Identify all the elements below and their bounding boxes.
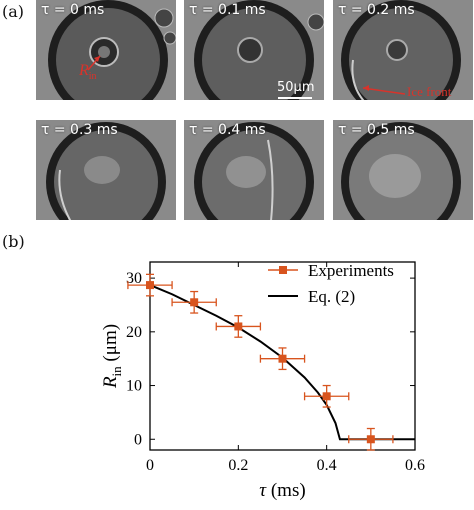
panel-label-b: (b) xyxy=(2,232,25,251)
panel-label-a: (a) xyxy=(2,2,25,21)
frame-image-2: τ = 0.1 ms 50μm xyxy=(184,0,324,100)
y-axis-label: Rin (μm) xyxy=(100,324,124,389)
frame-time-label: τ = 0.3 ms xyxy=(41,122,118,138)
y-tick-label: 10 xyxy=(126,378,142,395)
y-tick-label: 20 xyxy=(126,324,142,341)
frame-3-drawing xyxy=(333,0,473,100)
y-tick-label: 0 xyxy=(134,431,142,448)
ice-front-label: Ice front xyxy=(407,84,452,99)
frame-image-4: τ = 0.3 ms xyxy=(36,120,176,220)
data-point xyxy=(366,435,375,444)
data-point xyxy=(146,281,154,290)
frame-time-label: τ = 0.2 ms xyxy=(338,2,415,18)
frame-time-label: τ = 0.5 ms xyxy=(338,122,415,138)
x-tick-label: 0.2 xyxy=(228,457,248,474)
chart: 0 0.2 0.4 0.6 0 10 20 30 τ (ms) Rin (μm) Experimen… xyxy=(100,261,425,501)
frame-image-5: τ = 0.4 ms xyxy=(184,120,324,220)
frame-6-drawing xyxy=(333,120,473,220)
frame-time-label: τ = 0 ms xyxy=(41,2,105,18)
data-point xyxy=(234,322,243,331)
frame-5-drawing xyxy=(184,120,324,220)
plot-frame xyxy=(149,261,416,451)
legend-marker xyxy=(279,266,287,274)
data-point xyxy=(190,298,199,307)
frame-2-drawing xyxy=(184,0,324,100)
legend-label-experiments: Experiments xyxy=(308,261,394,280)
scale-bar-label: 50μm xyxy=(277,80,315,95)
scale-bar xyxy=(278,97,312,99)
x-tick-label: 0.6 xyxy=(405,457,425,474)
fit-line xyxy=(149,284,415,441)
data-point xyxy=(322,392,331,401)
ice-front-arrow xyxy=(362,85,406,95)
legend-label-fit: Eq. (2) xyxy=(308,287,355,306)
y-tick-label: 30 xyxy=(126,270,142,287)
frame-time-label: τ = 0.4 ms xyxy=(189,122,266,138)
data-point xyxy=(278,354,287,363)
r-in-arrow xyxy=(87,55,101,71)
frame-image-3: τ = 0.2 ms Ice front xyxy=(333,0,473,100)
frame-4-drawing xyxy=(36,120,176,220)
x-tick-label: 0.4 xyxy=(317,457,337,474)
x-tick-label: 0 xyxy=(146,457,154,474)
r-in-annotation: Rin xyxy=(79,62,97,83)
frame-image-6: τ = 0.5 ms xyxy=(333,120,473,220)
x-axis-label: τ (ms) xyxy=(259,480,305,501)
frame-time-label: τ = 0.1 ms xyxy=(189,2,266,18)
frame-image-1: τ = 0 ms Rin xyxy=(36,0,176,100)
frame-1-drawing xyxy=(36,0,176,100)
